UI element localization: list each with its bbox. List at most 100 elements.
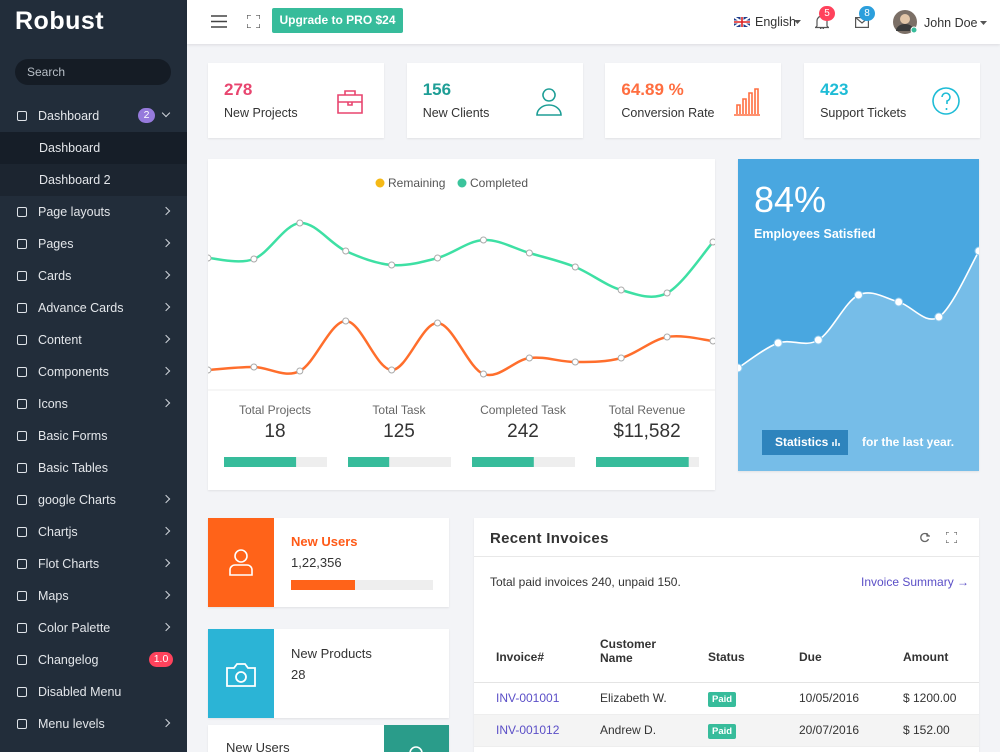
stat-value: 125 (383, 421, 415, 442)
user-icon (229, 549, 253, 576)
point (617, 286, 625, 294)
expand-button[interactable] (946, 532, 957, 543)
legend-label: Remaining (388, 176, 445, 190)
user-name[interactable]: John Doe (924, 16, 978, 30)
submenu-item[interactable]: Dashboard (0, 132, 187, 164)
menu-icon (17, 399, 27, 409)
menu-toggle[interactable] (211, 15, 227, 28)
menu-item[interactable]: google Charts (0, 484, 187, 516)
table-cell: $ 1200.00 (903, 682, 979, 714)
menu-item[interactable]: Disabled Menu (0, 676, 187, 708)
stat-icon (535, 88, 562, 116)
menu-icon (17, 655, 27, 665)
reload-button[interactable] (919, 532, 930, 543)
fullscreen-button[interactable] (247, 15, 260, 28)
topbar: Upgrade to PRO $24 English 5 8 John Doe (187, 0, 1000, 44)
table-cell: INV-001401 (474, 746, 600, 752)
point (388, 261, 396, 269)
point (342, 317, 350, 325)
point (663, 289, 671, 297)
line (208, 319, 714, 377)
table-cell: $ 152.00 (903, 714, 979, 746)
chevron (161, 270, 171, 280)
status-badge: Paid (708, 692, 737, 707)
menu-item[interactable]: Basic Tables (0, 452, 187, 484)
menu-badge: 2 (138, 108, 155, 123)
menu-item[interactable]: Menu levels (0, 708, 187, 740)
menu-item[interactable]: Dashboard 2 (0, 100, 187, 132)
progress-bar (472, 457, 534, 467)
stat-card: 423 Support Tickets (804, 63, 981, 138)
menu-icon (17, 303, 27, 313)
chevron (161, 398, 171, 408)
progress-bar (291, 580, 355, 590)
search-input[interactable]: Search (15, 59, 171, 85)
column-header: Due (799, 649, 822, 664)
chevron (161, 622, 171, 632)
invoice-summary-text: Total paid invoices 240, unpaid 150. (490, 575, 681, 589)
chevron (161, 302, 171, 312)
point (479, 370, 487, 378)
point (854, 290, 863, 300)
point (525, 249, 533, 257)
menu-icon (17, 623, 27, 633)
menu-icon (17, 335, 27, 345)
info-title: New Users (291, 534, 358, 549)
menu-item[interactable]: Flot Charts (0, 548, 187, 580)
stat-label: Support Tickets (820, 106, 907, 120)
invoice-table: Invoice# Customer Name Status Due Amount INV-… (474, 620, 979, 752)
menu-item[interactable]: Icons (0, 388, 187, 420)
upgrade-button[interactable]: Upgrade to PRO $24 (272, 8, 403, 33)
menu-label: Cards (38, 269, 72, 283)
chevron (161, 590, 171, 600)
language-selector[interactable]: English (755, 15, 796, 29)
info-card: New Users 1,22,356 (208, 518, 449, 607)
menu-item[interactable]: Color Palette (0, 612, 187, 644)
menu-item[interactable]: Content (0, 324, 187, 356)
cell-text: 10/05/2016 (799, 691, 860, 705)
cell-text: 20/07/2016 (799, 723, 860, 737)
point (342, 247, 350, 255)
status-badge: Paid (708, 724, 737, 739)
progress-track (291, 580, 433, 590)
stat-value: 242 (507, 421, 539, 442)
area (738, 251, 979, 471)
camera-icon (226, 663, 256, 687)
avatar[interactable] (893, 10, 917, 34)
column-header: Status (708, 649, 745, 664)
menu-label: Dashboard (38, 109, 100, 123)
submenu-item[interactable]: Dashboard 2 (0, 164, 187, 196)
point (663, 333, 671, 341)
column-header: Customer Name (600, 636, 657, 665)
invoice-link[interactable]: INV-001012 (496, 723, 560, 737)
point (773, 338, 783, 348)
cell-text: $ 1200.00 (903, 691, 957, 705)
menu-icon (17, 527, 27, 537)
point (738, 363, 743, 373)
menu-item[interactable]: Components (0, 356, 187, 388)
table-cell: $ 1450.00 (903, 746, 979, 752)
point (617, 354, 625, 362)
satisfaction-value: 84% (754, 179, 827, 220)
menu-label: Changelog (38, 653, 99, 667)
menu-item[interactable]: Pages (0, 228, 187, 260)
logo[interactable]: Robust (15, 7, 105, 35)
invoice-summary-link[interactable]: Invoice Summary → (861, 575, 970, 589)
menu-item[interactable]: Chartjs (0, 516, 187, 548)
menu-item[interactable]: Advance Cards (0, 292, 187, 324)
menu-item[interactable]: Maps (0, 580, 187, 612)
line (208, 221, 714, 298)
menu-label: Components (38, 365, 109, 379)
menu-icon (17, 495, 27, 505)
menu-item[interactable]: Basic Forms (0, 420, 187, 452)
menu-item[interactable]: Cards (0, 260, 187, 292)
statistics-button[interactable]: Statistics (762, 430, 848, 455)
invoice-link[interactable]: INV-001001 (496, 691, 560, 705)
stat-value: 423 (820, 80, 849, 99)
menu-item[interactable]: Page layouts (0, 196, 187, 228)
point (894, 297, 904, 307)
table-cell: INV-001012 (474, 714, 600, 746)
point (434, 319, 442, 327)
progress-bar (224, 457, 297, 467)
menu-item[interactable]: Changelog 1.0 (0, 644, 187, 676)
